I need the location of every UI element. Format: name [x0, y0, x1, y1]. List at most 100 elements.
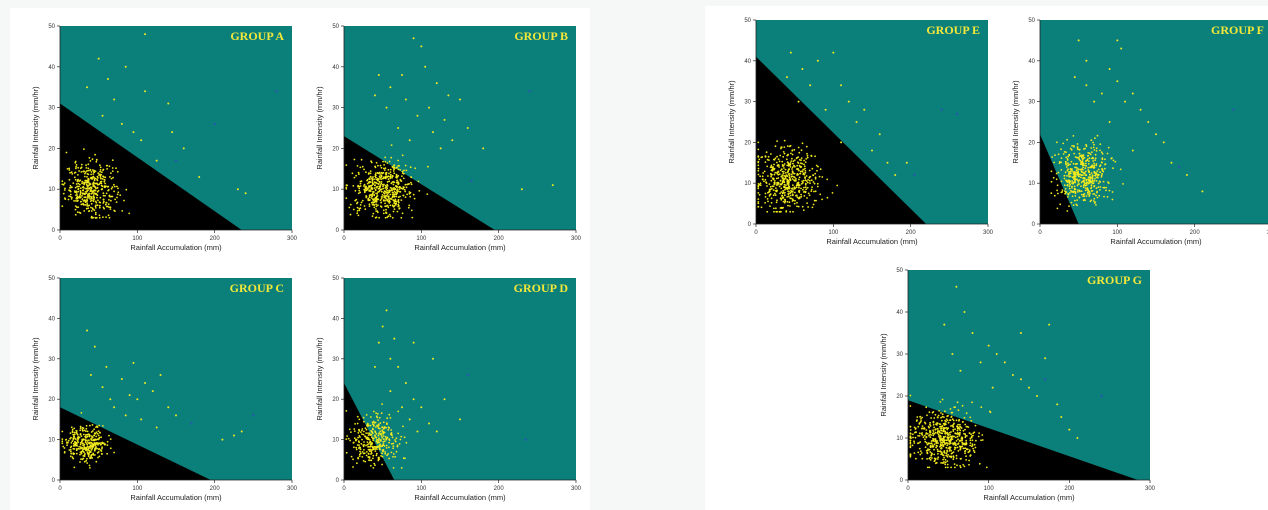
data-point	[95, 182, 97, 185]
data-point	[89, 441, 91, 444]
data-point	[961, 441, 964, 444]
data-point	[959, 439, 961, 442]
data-point	[78, 180, 81, 183]
data-point	[937, 450, 939, 453]
data-point	[803, 195, 806, 197]
data-point	[376, 448, 378, 450]
data-point	[408, 191, 411, 193]
data-point	[952, 456, 955, 459]
data-point	[72, 457, 75, 460]
data-point	[97, 199, 99, 202]
data-point	[909, 429, 912, 431]
data-point	[804, 177, 806, 180]
data-point	[62, 192, 65, 195]
y-axis-title: Rainfall Intensity (mm/hr)	[31, 337, 40, 421]
data-point	[1044, 357, 1047, 360]
data-point	[757, 141, 760, 144]
data-point	[95, 431, 98, 434]
data-point	[937, 456, 940, 459]
data-point	[75, 452, 78, 455]
data-point	[767, 175, 769, 177]
data-point	[1097, 176, 1099, 179]
data-point	[943, 424, 946, 426]
data-point	[944, 410, 946, 413]
data-point	[1093, 149, 1096, 151]
data-point	[88, 193, 91, 195]
data-point	[86, 203, 89, 205]
data-point	[362, 416, 365, 419]
data-point	[375, 210, 378, 213]
data-point	[1065, 191, 1068, 193]
data-point	[385, 171, 388, 174]
data-point	[797, 146, 800, 149]
data-point	[96, 204, 99, 207]
x-tick-label: 100	[416, 236, 427, 242]
data-point	[90, 173, 92, 176]
data-point	[365, 188, 367, 191]
data-point	[391, 188, 393, 191]
data-point	[766, 198, 769, 200]
data-point	[108, 216, 111, 219]
data-point	[1084, 167, 1087, 170]
data-point	[362, 185, 365, 187]
data-point	[375, 412, 377, 414]
data-point	[115, 167, 117, 170]
data-point	[938, 436, 941, 439]
data-point	[1120, 47, 1123, 50]
data-point	[1077, 157, 1080, 159]
data-point	[357, 214, 360, 217]
data-point	[73, 427, 76, 430]
data-point	[384, 156, 387, 159]
data-point	[801, 142, 804, 145]
data-point	[909, 442, 912, 445]
data-point	[941, 439, 944, 442]
data-point	[975, 439, 977, 442]
data-point	[381, 426, 384, 429]
data-point	[113, 185, 116, 188]
data-point	[75, 164, 78, 166]
data-point	[84, 196, 87, 199]
data-point	[69, 187, 71, 189]
data-point	[387, 453, 390, 455]
data-point	[79, 433, 82, 436]
data-point	[1089, 180, 1092, 183]
data-point	[101, 442, 104, 445]
data-point	[416, 430, 419, 433]
data-point	[88, 439, 90, 442]
data-point	[758, 158, 761, 161]
data-point	[412, 37, 415, 40]
data-point	[952, 419, 955, 422]
data-point	[783, 194, 786, 197]
data-point	[376, 442, 379, 444]
data-point	[933, 448, 935, 451]
data-point	[92, 173, 95, 175]
data-point	[111, 159, 114, 162]
data-point	[402, 425, 404, 428]
data-point	[1107, 182, 1110, 185]
data-point	[1077, 148, 1079, 151]
data-point	[391, 176, 393, 179]
data-point	[772, 194, 775, 197]
outlier-point	[190, 422, 193, 425]
data-point	[789, 51, 792, 54]
data-point	[925, 435, 928, 438]
data-point	[385, 437, 388, 440]
data-point	[948, 446, 951, 448]
x-tick-label: 0	[342, 486, 346, 492]
data-point	[113, 406, 116, 409]
data-point	[356, 422, 359, 425]
data-point	[354, 423, 356, 425]
data-point	[389, 417, 392, 419]
data-point	[392, 445, 395, 447]
data-point	[951, 353, 954, 355]
data-point	[106, 452, 108, 455]
data-point	[1063, 184, 1066, 187]
data-point	[964, 447, 967, 450]
data-point	[1089, 166, 1091, 169]
data-point	[921, 425, 924, 427]
data-point	[375, 433, 378, 435]
data-point	[105, 365, 108, 368]
data-point	[107, 214, 110, 217]
x-tick-label: 300	[1145, 486, 1156, 492]
data-point	[93, 169, 95, 172]
